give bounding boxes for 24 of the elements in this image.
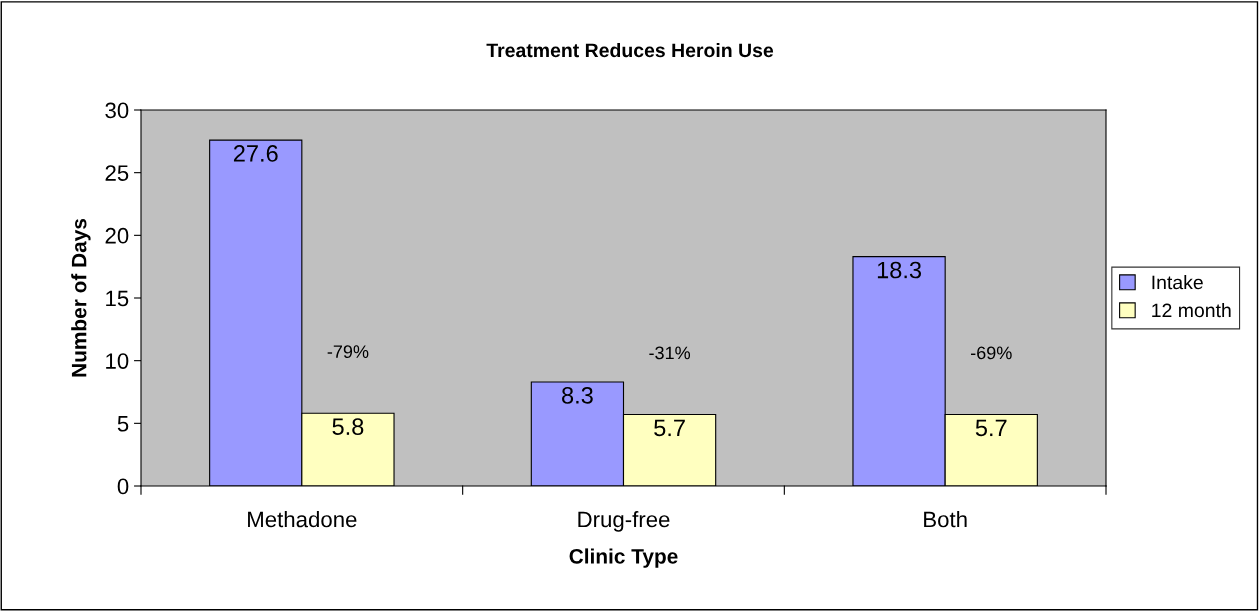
y-tick-label: 10 xyxy=(106,353,129,369)
data-label: 5.7 xyxy=(654,419,685,437)
x-tick-label: Methadone xyxy=(248,511,357,528)
annotation: -31% xyxy=(649,346,691,360)
y-axis-title: Number of Days xyxy=(71,218,91,377)
y-tick-label: 30 xyxy=(105,102,129,119)
data-label: 8.3 xyxy=(562,386,593,404)
data-label: 5.7 xyxy=(975,419,1007,437)
y-tick-label: 0 xyxy=(117,478,129,495)
legend-label: Intake xyxy=(1152,275,1203,290)
y-tick-label: 5 xyxy=(117,416,129,432)
chart-title: Treatment Reduces Heroin Use xyxy=(486,42,774,58)
legend-label: 12 month xyxy=(1152,302,1231,318)
data-label: 27.6 xyxy=(233,145,278,162)
y-tick-label: 20 xyxy=(105,227,129,244)
x-axis-title: Clinic Type xyxy=(569,548,678,568)
y-tick-label: 25 xyxy=(105,165,129,181)
annotation: -69% xyxy=(970,346,1012,360)
y-tick-label: 15 xyxy=(106,290,129,307)
annotation: -79% xyxy=(327,345,369,358)
x-tick-label: Both xyxy=(924,511,967,528)
data-label: 5.8 xyxy=(332,418,364,436)
data-label: 18.3 xyxy=(877,261,922,279)
x-tick-label: Drug-free xyxy=(578,511,670,532)
